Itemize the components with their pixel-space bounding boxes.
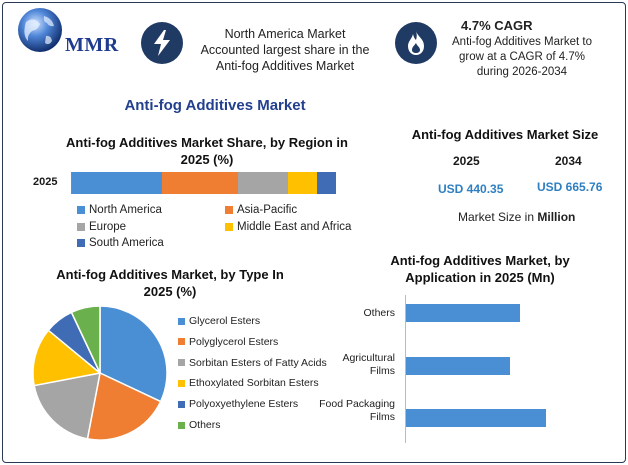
- unit-prefix: Market Size in: [458, 210, 535, 224]
- legend-swatch: [77, 206, 85, 214]
- region-chart-title: Anti-fog Additives Market Share, by Regi…: [66, 135, 348, 167]
- mmr-logo: MMR: [8, 6, 128, 56]
- legend-label: Polyoxyethylene Esters: [189, 398, 299, 411]
- region-segment-south-america: [317, 172, 336, 194]
- region-legend-item: South America: [77, 237, 164, 249]
- type-legend-item: Others: [178, 419, 221, 431]
- type-pie-chart: [32, 305, 168, 441]
- pie-slice-glycerol-esters: [99, 305, 168, 403]
- page-title: Anti-fog Additives Market: [124, 97, 306, 114]
- application-label-food-packaging-films: Food Packaging Films: [319, 398, 395, 423]
- region-bar-axis: [67, 172, 72, 194]
- legend-label: South America: [89, 237, 164, 249]
- region-segment-asia-pacific: [161, 172, 239, 194]
- region-segment-middle-east-and-africa: [288, 172, 318, 194]
- highlight-north-america: North America Market Accounted largest s…: [200, 27, 370, 73]
- flame-icon: [395, 22, 437, 64]
- legend-label: Sorbitan Esters of Fatty Acids: [189, 356, 327, 369]
- pie-slice-polyglycerol-esters: [86, 371, 162, 441]
- legend-swatch: [178, 359, 185, 367]
- size-value-2034: USD 665.76: [537, 180, 603, 194]
- application-bar-agricultural-films: [406, 357, 511, 375]
- market-size-unit: Market Size in Million: [458, 210, 575, 224]
- type-legend-item: Glycerol Esters: [178, 315, 260, 327]
- legend-swatch: [178, 317, 185, 325]
- type-chart-title: Anti-fog Additives Market, by Type In 20…: [56, 267, 284, 299]
- globe-icon: [18, 8, 62, 52]
- lightning-bolt-icon: [141, 22, 183, 64]
- pie-slice-others: [70, 305, 101, 374]
- market-size-title: Anti-fog Additives Market Size: [411, 127, 599, 142]
- size-year-2025: 2025: [453, 154, 480, 168]
- region-legend-item: North America: [77, 204, 162, 216]
- legend-swatch: [77, 223, 85, 231]
- legend-swatch: [225, 206, 233, 214]
- type-legend-item: Polyoxyethylene Esters: [178, 398, 298, 410]
- logo-text: MMR: [65, 34, 119, 56]
- application-label-others: Others: [363, 307, 395, 319]
- type-legend-item: Ethoxylated Sorbitan Esters: [178, 377, 319, 389]
- legend-swatch: [178, 379, 185, 387]
- cagr-description: Anti-fog Additives Market to grow at a C…: [452, 36, 592, 78]
- type-legend-item: Sorbitan Esters of Fatty Acids: [178, 357, 327, 369]
- legend-label: Europe: [89, 221, 127, 233]
- application-bar-others: [406, 304, 521, 322]
- legend-swatch: [178, 421, 185, 429]
- pie-slice-sorbitan-esters-of-fatty-acids: [33, 372, 101, 440]
- unit-bold: Million: [537, 210, 576, 224]
- legend-swatch: [178, 338, 185, 346]
- region-legend-item: Europe: [77, 221, 126, 233]
- region-segment-europe: [238, 172, 289, 194]
- size-year-2034: 2034: [555, 154, 582, 168]
- region-bar-year-label: 2025: [33, 176, 58, 188]
- legend-label: Glycerol Esters: [189, 315, 261, 327]
- legend-swatch: [178, 400, 185, 408]
- application-bar-food-packaging-films: [406, 409, 547, 427]
- legend-label: Ethoxylated Sorbitan Esters: [189, 377, 319, 390]
- legend-swatch: [77, 239, 85, 247]
- region-legend-item: Asia-Pacific: [225, 204, 297, 216]
- pie-slice-ethoxylated-sorbitan-esters: [32, 329, 102, 387]
- legend-label: Asia-Pacific: [237, 204, 298, 216]
- application-label-agricultural-films: Agricultural Films: [342, 352, 395, 377]
- region-legend-item: Middle East and Africa: [225, 221, 351, 233]
- legend-label: Others: [189, 419, 221, 431]
- region-segment-north-america: [72, 172, 162, 194]
- application-chart-title: Anti-fog Additives Market, by Applicatio…: [390, 253, 570, 285]
- legend-label: Polyglycerol Esters: [189, 335, 279, 348]
- cagr-title: 4.7% CAGR: [461, 18, 533, 33]
- size-value-2025: USD 440.35: [438, 182, 504, 196]
- legend-label: North America: [89, 204, 162, 216]
- legend-swatch: [225, 223, 233, 231]
- legend-label: Middle East and Africa: [237, 221, 352, 233]
- type-legend-item: Polyglycerol Esters: [178, 336, 278, 348]
- region-stacked-bar: [72, 172, 336, 194]
- application-axis: [405, 295, 406, 443]
